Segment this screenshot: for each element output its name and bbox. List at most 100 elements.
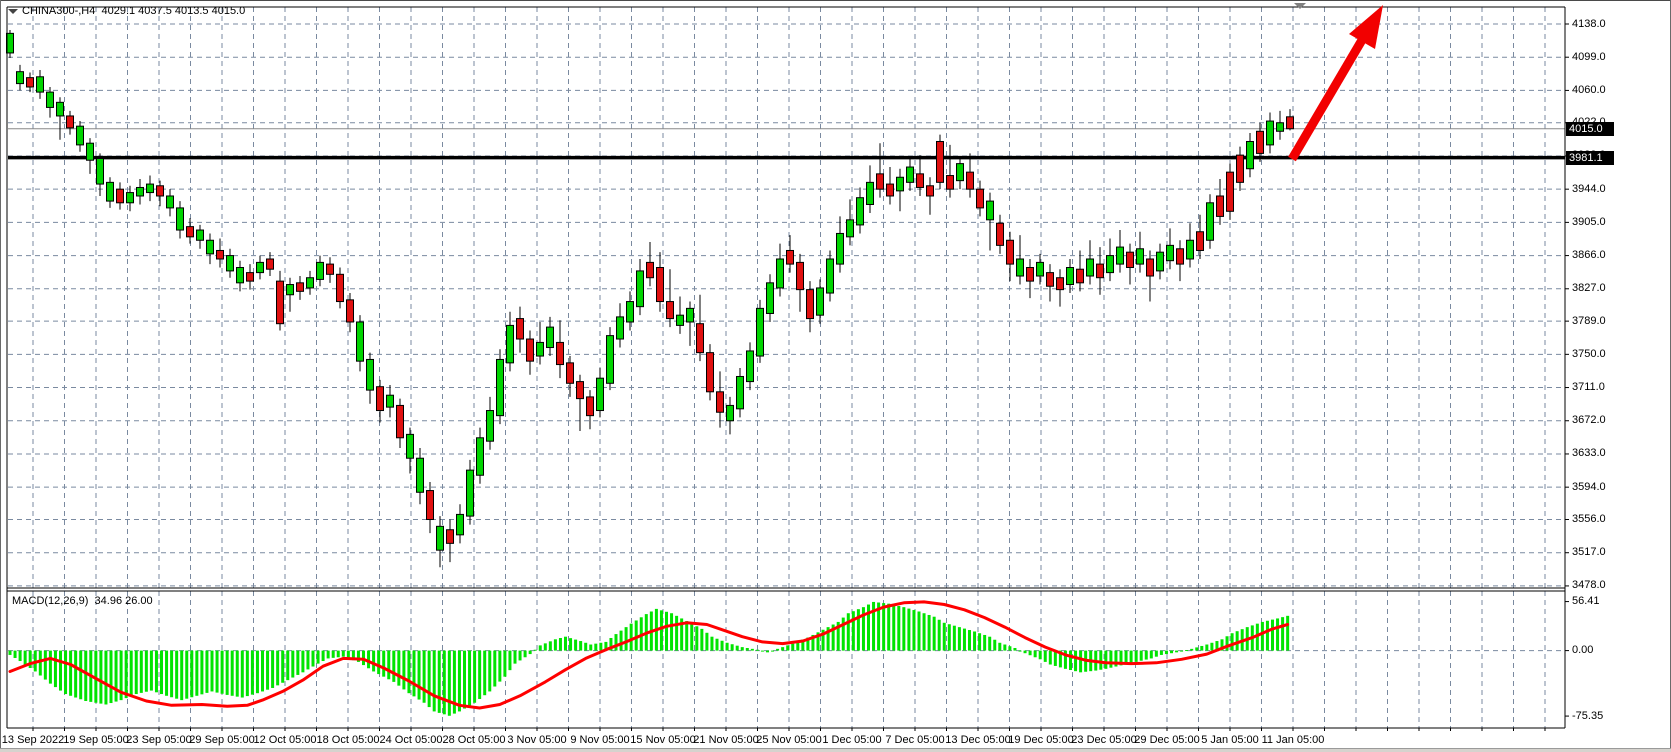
macd-histogram-bar	[432, 650, 436, 712]
candle-body	[656, 267, 664, 303]
candle-body	[1026, 267, 1034, 282]
candle-body	[786, 249, 794, 265]
candle-body	[596, 377, 604, 412]
macd-name-label: MACD(12,26,9)	[12, 595, 89, 607]
time-axis-label: 29 Sep 05:00	[189, 734, 255, 746]
macd-histogram-bar	[952, 625, 956, 651]
macd-histogram-bar	[493, 650, 497, 687]
time-axis-label: 19 Dec 05:00	[1008, 734, 1074, 746]
macd-histogram-bar	[750, 648, 754, 651]
time-axis-label: 23 Sep 05:00	[126, 734, 192, 746]
time-axis-label: 9 Nov 05:00	[570, 734, 630, 746]
chart-shift-marker-icon[interactable]	[1294, 3, 1306, 9]
price-axis-label: 4099.0	[1572, 50, 1606, 63]
candle-body	[696, 323, 704, 354]
macd-histogram-bar	[13, 650, 17, 658]
macd-histogram-bar	[801, 639, 805, 651]
candle-body	[366, 358, 374, 391]
macd-histogram-bar	[59, 650, 62, 691]
candle-body	[266, 258, 274, 270]
macd-indicator-label: MACD(12,26,9) 34.96 26.00	[12, 595, 153, 608]
macd-histogram-bar	[43, 650, 47, 680]
candle-body	[426, 490, 434, 521]
price-axis-label: 3672.0	[1572, 414, 1606, 427]
macd-histogram-bar	[1154, 650, 1158, 657]
macd-histogram-bar	[745, 647, 749, 651]
candle-body	[196, 229, 204, 241]
macd-histogram-bar	[771, 650, 775, 652]
trend-arrow-shaft[interactable]	[1288, 37, 1366, 162]
macd-histogram-bar	[776, 648, 780, 651]
candle-body	[286, 284, 294, 296]
macd-histogram-bar	[962, 628, 966, 651]
macd-histogram-bar	[690, 623, 694, 651]
macd-histogram-bar	[548, 641, 552, 651]
time-axis-label: 29 Dec 05:00	[1134, 734, 1200, 746]
macd-histogram-bar	[377, 650, 381, 675]
macd-histogram-bar	[912, 610, 916, 651]
macd-histogram-bar	[1271, 619, 1274, 651]
candle-body	[916, 173, 924, 188]
candle-body	[996, 222, 1004, 246]
candle-body	[1246, 140, 1254, 170]
candle-body	[146, 183, 154, 194]
macd-histogram-bar	[1134, 650, 1138, 662]
macd-histogram-bar	[1109, 650, 1113, 668]
macd-histogram-bar	[1175, 650, 1179, 653]
macd-histogram-bar	[79, 650, 83, 700]
price-axis-label: 3478.0	[1572, 579, 1606, 592]
candle-body	[886, 183, 894, 197]
macd-histogram-bar	[841, 617, 845, 651]
macd-histogram-bar	[902, 607, 906, 651]
time-axis-label: 24 Oct 05:00	[379, 734, 443, 746]
macd-histogram-bar	[599, 642, 603, 651]
macd-histogram-bar	[422, 650, 426, 703]
macd-histogram-bar	[1139, 650, 1143, 661]
macd-histogram-bar	[473, 650, 477, 703]
macd-histogram-bar	[710, 636, 714, 651]
macd-histogram-bar	[781, 647, 785, 651]
candle-body	[446, 529, 454, 544]
macd-histogram-bar	[968, 630, 971, 651]
price-axis-label: 3827.0	[1572, 282, 1606, 295]
candle-body	[386, 394, 394, 408]
macd-histogram-bar	[786, 645, 790, 651]
macd-histogram-bar	[1180, 650, 1184, 652]
candle-body	[966, 171, 974, 190]
candle-body	[376, 386, 384, 412]
macd-histogram-bar	[558, 637, 562, 651]
macd-histogram-bar	[1185, 650, 1189, 652]
macd-histogram-bar	[685, 621, 689, 651]
price-axis-label: 3594.0	[1572, 480, 1606, 493]
candle-body	[986, 200, 994, 221]
macd-histogram-bar	[266, 650, 270, 690]
macd-histogram-bar	[442, 650, 446, 715]
candle-body	[726, 404, 734, 422]
macd-histogram-bar	[836, 621, 840, 651]
macd-histogram-bar	[1170, 650, 1173, 654]
macd-histogram-bar	[407, 650, 411, 694]
candle-body	[1266, 120, 1274, 146]
candle-body	[436, 525, 444, 551]
candle-body	[666, 301, 674, 320]
macd-histogram-bar	[104, 650, 108, 705]
candle-body	[276, 280, 284, 325]
candle-body	[236, 267, 244, 284]
trend-arrow-head[interactable]	[1349, 5, 1383, 49]
macd-histogram-bar	[882, 603, 886, 651]
macd-histogram-bar	[220, 650, 224, 694]
macd-histogram-bar	[139, 650, 143, 693]
macd-histogram-bar	[594, 643, 598, 651]
chevron-down-icon[interactable]	[8, 9, 18, 14]
macd-histogram-bar	[306, 650, 310, 670]
candle-body	[1136, 248, 1144, 265]
macd-histogram-bar	[245, 650, 249, 697]
candle-body	[396, 404, 404, 439]
candle-body	[946, 175, 954, 190]
candle-body	[1096, 263, 1104, 279]
candle-body	[906, 166, 914, 183]
level-price-tag: 3981.1	[1566, 150, 1614, 165]
macd-histogram-bar	[917, 611, 921, 651]
candle-body	[866, 181, 874, 205]
